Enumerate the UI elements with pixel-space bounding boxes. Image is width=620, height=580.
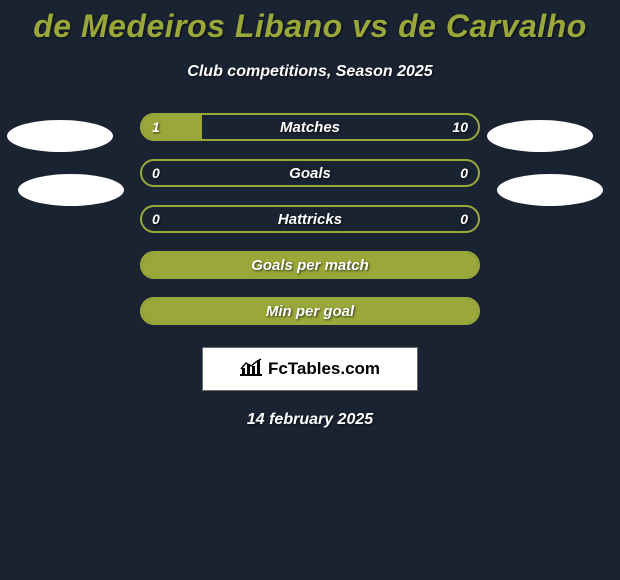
stat-bar: 00Goals bbox=[140, 159, 480, 187]
stat-bar: 00Hattricks bbox=[140, 205, 480, 233]
source-logo: FcTables.com bbox=[202, 347, 418, 391]
stat-label: Matches bbox=[142, 115, 478, 139]
player-ellipse-right bbox=[487, 120, 593, 152]
stat-bar: Min per goal bbox=[140, 297, 480, 325]
source-logo-text: FcTables.com bbox=[268, 359, 380, 379]
stat-label: Hattricks bbox=[142, 207, 478, 231]
stat-row: Min per goal bbox=[0, 297, 620, 325]
player-ellipse-left bbox=[7, 120, 113, 152]
stat-bar: 110Matches bbox=[140, 113, 480, 141]
player-ellipse-left bbox=[18, 174, 124, 206]
stat-bar: Goals per match bbox=[140, 251, 480, 279]
stat-row: 00Hattricks bbox=[0, 205, 620, 233]
comparison-subtitle: Club competitions, Season 2025 bbox=[0, 63, 620, 81]
stat-label: Goals per match bbox=[142, 253, 478, 277]
stat-label: Goals bbox=[142, 161, 478, 185]
comparison-title: de Medeiros Libano vs de Carvalho bbox=[0, 0, 620, 45]
player-ellipse-right bbox=[497, 174, 603, 206]
chart-icon bbox=[240, 358, 262, 381]
stat-label: Min per goal bbox=[142, 299, 478, 323]
stat-row: Goals per match bbox=[0, 251, 620, 279]
snapshot-date: 14 february 2025 bbox=[0, 411, 620, 429]
